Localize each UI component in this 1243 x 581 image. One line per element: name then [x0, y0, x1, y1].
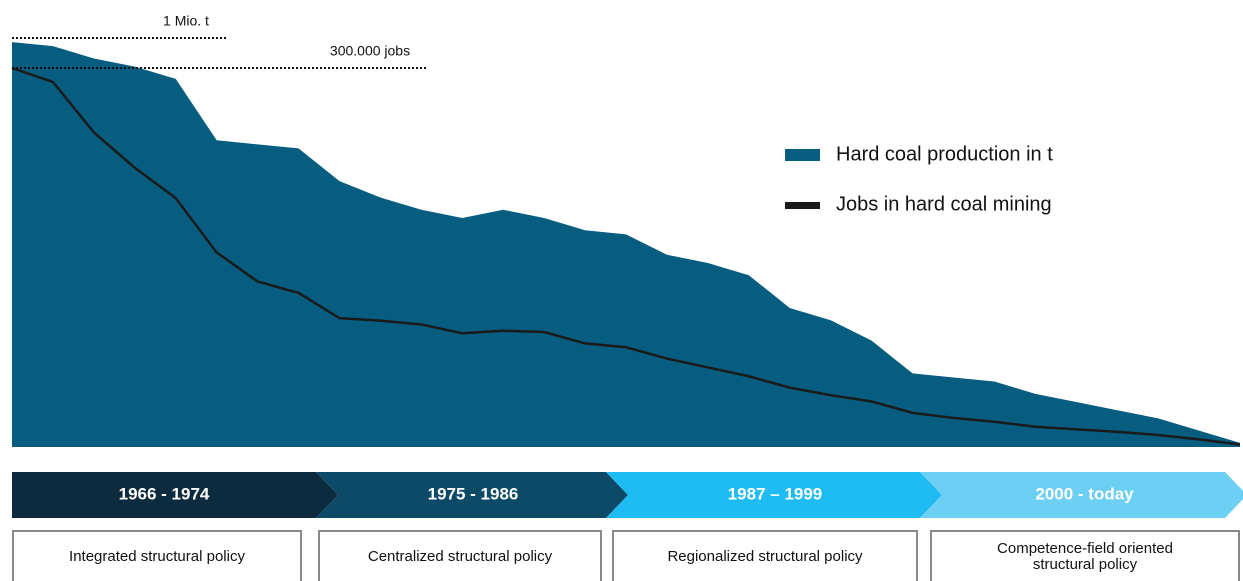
- legend-label: Hard coal production in t: [836, 143, 1053, 165]
- phase-arrow: [920, 472, 1243, 518]
- area: [12, 42, 1240, 448]
- line: [11, 66, 1241, 446]
- phase-arrow: [316, 472, 628, 518]
- legend-swatch: [785, 202, 820, 209]
- reference-label: 1 Mio. t: [163, 13, 209, 29]
- reference-label: 300.000 jobs: [330, 43, 410, 59]
- phase-arrow: [12, 472, 338, 518]
- phase-label: 1987 – 1999: [728, 484, 823, 503]
- phase-label: 2000 - today: [1035, 484, 1134, 503]
- phase-label: 1966 - 1974: [119, 484, 210, 503]
- policy-box: Integrated structural policy: [12, 530, 302, 581]
- policy-box: Competence-field oriented structural pol…: [930, 530, 1240, 581]
- policy-box: Regionalized structural policy: [612, 530, 918, 581]
- policy-box: Centralized structural policy: [318, 530, 602, 581]
- phase-arrow: [606, 472, 942, 518]
- legend-swatch: [785, 149, 820, 161]
- phase-label: 1975 - 1986: [428, 484, 519, 503]
- legend-label: Jobs in hard coal mining: [836, 193, 1052, 215]
